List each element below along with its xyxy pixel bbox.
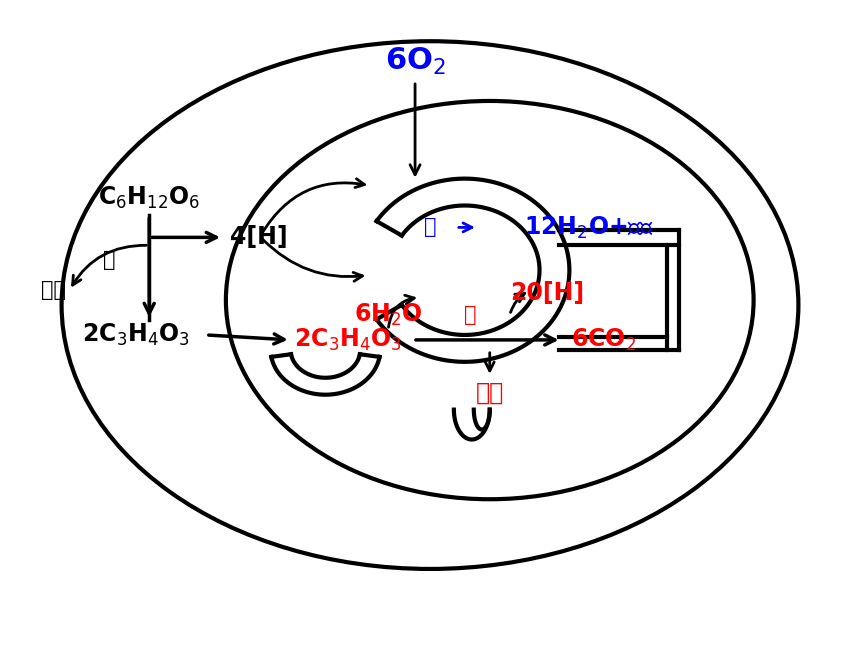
- Text: 能量: 能量: [476, 381, 504, 404]
- Text: 6H$_2$O: 6H$_2$O: [354, 302, 422, 328]
- Text: 12H$_2$O+能量: 12H$_2$O+能量: [525, 214, 654, 241]
- Text: 2C$_3$H$_4$O$_3$: 2C$_3$H$_4$O$_3$: [294, 327, 402, 353]
- Text: 醂: 醂: [103, 250, 115, 270]
- Text: 6CO$_2$: 6CO$_2$: [571, 327, 636, 353]
- Text: 2C$_3$H$_4$O$_3$: 2C$_3$H$_4$O$_3$: [83, 322, 190, 348]
- Text: 醂: 醂: [424, 217, 436, 237]
- Text: C$_6$H$_{12}$O$_6$: C$_6$H$_{12}$O$_6$: [98, 184, 200, 211]
- Text: 20[H]: 20[H]: [511, 281, 585, 305]
- Text: 4[H]: 4[H]: [230, 225, 287, 250]
- Text: 醂: 醂: [464, 305, 476, 325]
- Text: 能量: 能量: [41, 280, 66, 300]
- Text: 6O$_2$: 6O$_2$: [384, 46, 445, 77]
